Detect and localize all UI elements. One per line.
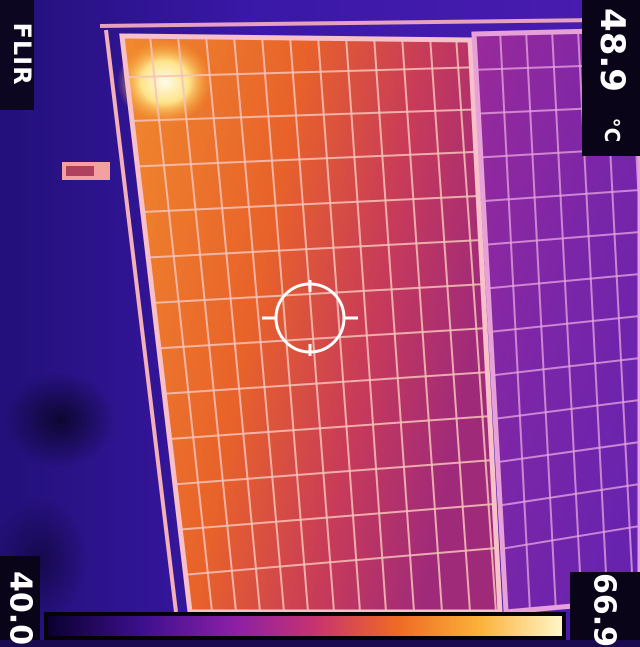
cold-solar-panel [474,30,640,612]
spot-temperature-value: 48.9 [592,8,632,92]
panel-top-rail [99,18,601,28]
scale-min-value: 40.0 [2,570,38,646]
spot-temperature-unit: °C [600,117,624,143]
hotspot [117,40,213,124]
scale-max-box: 66.9 [570,572,640,647]
panel-label-tag-inner [66,166,94,176]
scale-max-value: 66.9 [586,572,622,647]
scale-min-box: 40.0 [0,556,40,645]
spot-meter-crosshair-icon [262,280,358,356]
color-scale-bar [44,612,566,640]
cold-panel-cell-grid [474,30,640,612]
hot-panel-cell-grid [122,36,500,612]
color-scale-gradient [48,616,562,636]
flir-logo: FLIR [8,22,36,86]
panel-left-rail [104,29,178,613]
brand-logo-box: FLIR [0,0,36,110]
spot-temperature-box: 48.9 °C [582,0,640,156]
